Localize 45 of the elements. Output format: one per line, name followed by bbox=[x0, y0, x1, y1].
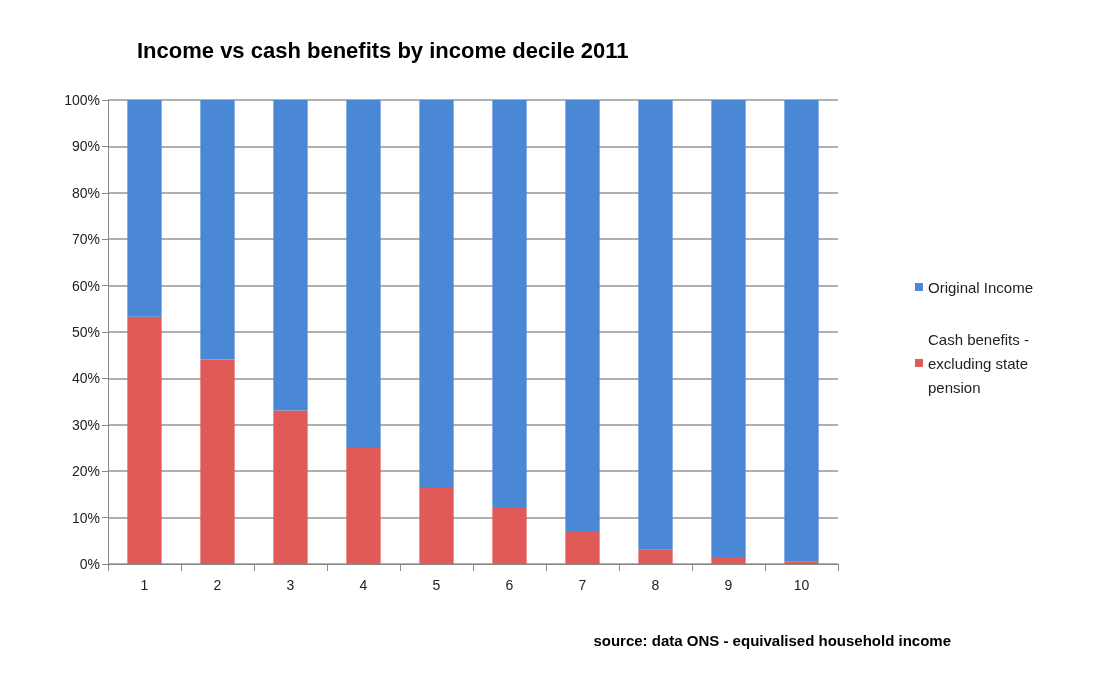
bar bbox=[200, 359, 235, 564]
x-tick-label: 2 bbox=[213, 577, 222, 593]
x-tick-label: 7 bbox=[578, 577, 587, 593]
bar bbox=[638, 549, 673, 564]
bar bbox=[711, 557, 746, 564]
bar bbox=[127, 316, 162, 564]
chart-title: Income vs cash benefits by income decile 2011 bbox=[137, 37, 629, 63]
legend-label: Original Income bbox=[928, 278, 1034, 296]
bar bbox=[492, 100, 527, 507]
x-tick-label: 9 bbox=[724, 577, 733, 593]
y-tick-label: 40% bbox=[71, 370, 100, 387]
bar bbox=[419, 100, 454, 488]
x-tick-label: 10 bbox=[793, 577, 810, 593]
bar bbox=[492, 506, 527, 564]
x-tick-label: 5 bbox=[432, 577, 441, 593]
bar bbox=[711, 100, 746, 558]
x-tick-label: 3 bbox=[286, 577, 295, 593]
y-tick-label: 90% bbox=[71, 138, 100, 155]
bar bbox=[273, 410, 308, 564]
y-tick-label: 70% bbox=[71, 231, 100, 248]
y-tick-label: 10% bbox=[71, 509, 100, 526]
legend-label: Cash benefits - excluding state pension bbox=[928, 330, 1034, 396]
bar bbox=[346, 448, 381, 564]
x-tick-label: 1 bbox=[140, 577, 149, 593]
bar bbox=[784, 100, 819, 562]
bar bbox=[419, 487, 454, 564]
y-tick-label: 50% bbox=[71, 324, 100, 340]
bar bbox=[200, 100, 235, 360]
bar bbox=[565, 100, 600, 532]
bar bbox=[127, 100, 162, 317]
x-tick-label: 8 bbox=[651, 577, 660, 593]
source-note: source: data ONS - equivalised household income bbox=[593, 632, 951, 649]
y-tick-label: 20% bbox=[71, 463, 100, 480]
bar bbox=[273, 100, 308, 411]
bar bbox=[638, 100, 673, 550]
y-tick-label: 80% bbox=[71, 184, 100, 201]
x-tick-label: 6 bbox=[505, 577, 514, 593]
bar bbox=[784, 561, 819, 564]
x-tick-label: 4 bbox=[359, 577, 368, 593]
y-tick-label: 30% bbox=[71, 416, 100, 433]
y-tick-label: 60% bbox=[71, 277, 100, 294]
bar bbox=[565, 531, 600, 564]
y-tick-label: 100% bbox=[64, 92, 100, 108]
y-tick-label: 0% bbox=[79, 556, 100, 572]
bar bbox=[346, 100, 381, 448]
